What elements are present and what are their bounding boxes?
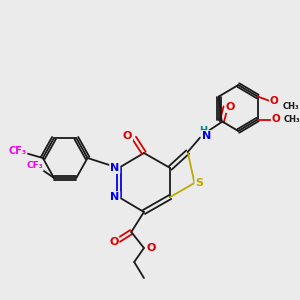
Text: CF₃: CF₃ bbox=[26, 161, 43, 170]
Text: O: O bbox=[270, 97, 278, 106]
Text: O: O bbox=[123, 131, 132, 141]
Text: N: N bbox=[202, 131, 211, 141]
Text: CH₃: CH₃ bbox=[284, 115, 300, 124]
Text: O: O bbox=[146, 243, 155, 253]
Text: N: N bbox=[110, 163, 119, 173]
Text: CH₃: CH₃ bbox=[282, 102, 299, 111]
Text: O: O bbox=[272, 115, 280, 124]
Text: O: O bbox=[226, 102, 235, 112]
Text: H: H bbox=[199, 126, 207, 136]
Text: O: O bbox=[109, 237, 119, 247]
Text: CF₃: CF₃ bbox=[8, 146, 27, 156]
Text: S: S bbox=[195, 178, 203, 188]
Text: N: N bbox=[110, 192, 119, 202]
